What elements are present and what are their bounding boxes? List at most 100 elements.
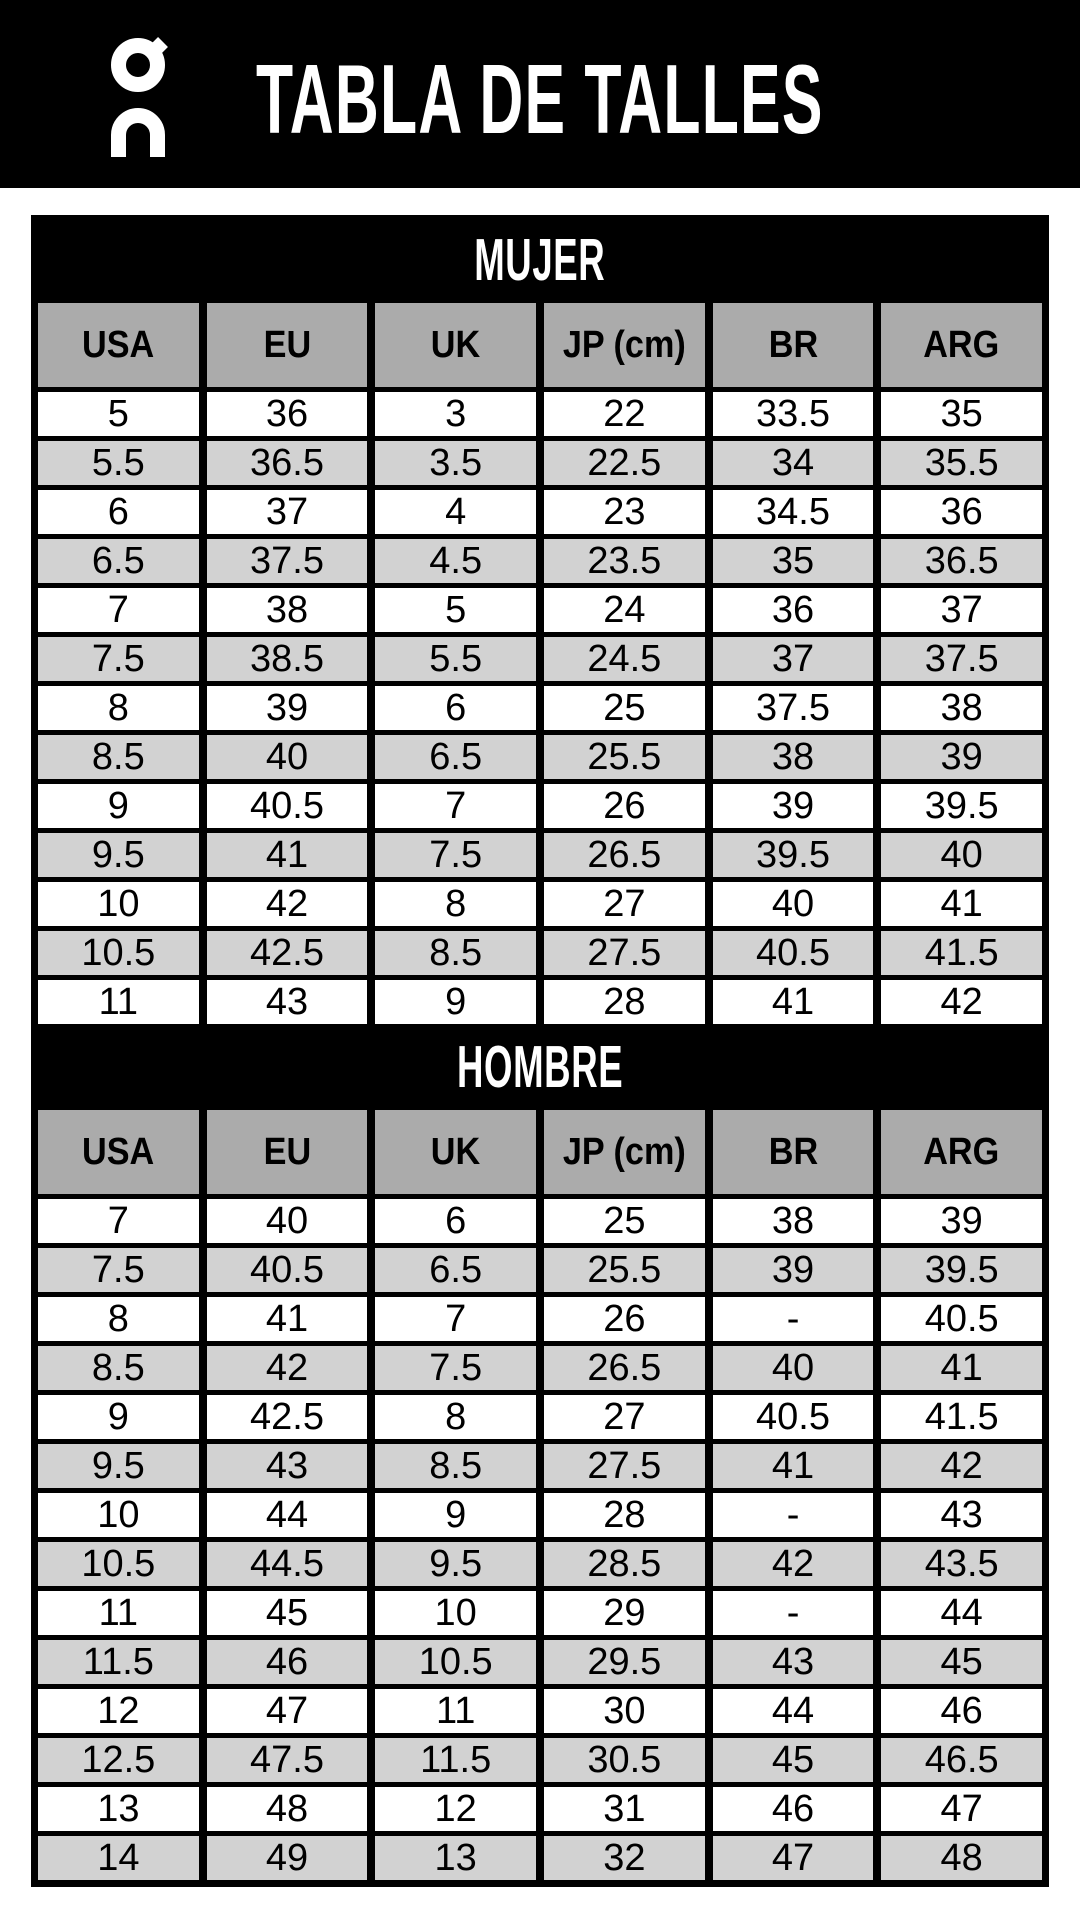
size-cell: 7.5 [38,1248,199,1292]
table-row: 9 40.5 7 26 39 39.5 [38,784,1043,828]
column-header-br: BR [712,303,874,387]
column-header-arg: ARG [881,303,1043,387]
size-cell: 42 [881,980,1043,1024]
size-cell: 6 [375,1199,537,1243]
size-cell: 40 [206,735,368,779]
size-cell: 47 [881,1787,1043,1831]
size-cell: 42.5 [206,1395,368,1439]
size-cell: 5 [38,392,199,436]
size-cell: 39.5 [881,1248,1043,1292]
size-cell: 47 [206,1689,368,1733]
size-cell: 39 [881,1199,1043,1243]
size-cell: 11.5 [375,1738,537,1782]
size-cell: 11.5 [38,1640,199,1684]
size-cell: 40 [881,833,1043,877]
size-cell: 25.5 [544,1248,705,1292]
size-cell: 9 [375,980,537,1024]
size-cell: 39 [712,784,874,828]
size-cell: 3.5 [375,441,537,485]
size-cell: 6.5 [38,539,199,583]
size-cell: 26.5 [544,833,705,877]
table-row: 12 47 11 30 44 46 [38,1689,1043,1733]
size-cell: 45 [206,1591,368,1635]
size-cell: 9 [38,1395,199,1439]
size-cell: 10.5 [38,1542,199,1586]
table-row: 7.5 38.5 5.5 24.5 37 37.5 [38,637,1043,681]
size-cell: 40.5 [712,931,874,975]
size-cell: 7 [375,784,537,828]
table-row: 8.5 42 7.5 26.5 40 41 [38,1346,1043,1390]
size-cell: 42 [206,1346,368,1390]
size-cell: 24.5 [544,637,705,681]
size-cell: 23 [544,490,705,534]
size-cell: 41 [881,882,1043,926]
size-cell: 25 [544,1199,705,1243]
size-cell: 26.5 [544,1346,705,1390]
size-cell: 8 [375,882,537,926]
size-cell: 45 [881,1640,1043,1684]
table-row: 10 44 9 28-43 [38,1493,1043,1537]
size-cell: 43.5 [881,1542,1043,1586]
size-cell: 37.5 [206,539,368,583]
size-cell: 10 [38,882,199,926]
table-row: 6 37 4 23 34.5 36 [38,490,1043,534]
table-row: 13 48 12 31 46 47 [38,1787,1043,1831]
column-header-usa: USA [38,1110,199,1194]
size-cell: 39 [881,735,1043,779]
column-header-label: BR [768,323,818,366]
size-cell: 22 [544,392,705,436]
size-cell: 47.5 [206,1738,368,1782]
size-chart: MUJER USA EU UK JP (cm) BR ARG 5 36 3 22 33.5 35 5.5 3… [31,215,1049,1887]
size-cell: 8.5 [375,1444,537,1488]
table-row: 7 38 5 24 36 37 [38,588,1043,632]
size-cell: 39 [206,686,368,730]
size-cell: 40.5 [206,784,368,828]
table-row: 10.5 44.5 9.5 28.5 42 43.5 [38,1542,1043,1586]
size-cell: 41 [712,1444,874,1488]
table-row: 8 41 7 26-40.5 [38,1297,1043,1341]
size-cell: 25.5 [544,735,705,779]
size-cell: 40 [712,882,874,926]
section-title-mujer: MUJER [38,222,1042,298]
table-row: 10.5 42.5 8.5 27.5 40.5 41.5 [38,931,1043,975]
size-cell: 46 [206,1640,368,1684]
size-cell: 8.5 [38,1346,199,1390]
size-cell: 8.5 [38,735,199,779]
column-header-label: ARG [923,323,1000,366]
size-cell: 41 [206,1297,368,1341]
size-cell: 44 [881,1591,1043,1635]
size-cell: 35 [712,539,874,583]
size-cell: 44 [712,1689,874,1733]
size-cell: 3 [375,392,537,436]
column-header-uk: UK [375,1110,537,1194]
size-cell: 6 [375,686,537,730]
column-header-row-mujer: USA EU UK JP (cm) BR ARG [38,303,1043,387]
column-header-br: BR [712,1110,874,1194]
size-cell: 45 [712,1738,874,1782]
size-cell: 10.5 [38,931,199,975]
column-header-usa: USA [38,303,199,387]
column-header-label: ARG [923,1130,1000,1173]
size-cell: 35 [881,392,1043,436]
size-cell: 41 [206,833,368,877]
table-row: 5 36 3 22 33.5 35 [38,392,1043,436]
size-cell: 39 [712,1248,874,1292]
column-header-label: EU [263,1130,311,1173]
table-row: 6.5 37.5 4.5 23.5 35 36.5 [38,539,1043,583]
size-cell: 4.5 [375,539,537,583]
size-cell: 11 [38,1591,199,1635]
column-header-label: JP (cm) [562,323,686,366]
size-cell: 33.5 [712,392,874,436]
size-cell: 41.5 [881,931,1043,975]
size-cell: 38.5 [206,637,368,681]
size-cell: 43 [206,980,368,1024]
size-cell: 40.5 [712,1395,874,1439]
size-cell: 12.5 [38,1738,199,1782]
size-cell: 37 [206,490,368,534]
size-cell: 36 [881,490,1043,534]
table-row: 9.5 41 7.5 26.5 39.5 40 [38,833,1043,877]
size-cell: 37.5 [881,637,1043,681]
table-row: 11.5 46 10.5 29.5 43 45 [38,1640,1043,1684]
size-cell: 49 [206,1836,368,1880]
column-header-uk: UK [375,303,537,387]
